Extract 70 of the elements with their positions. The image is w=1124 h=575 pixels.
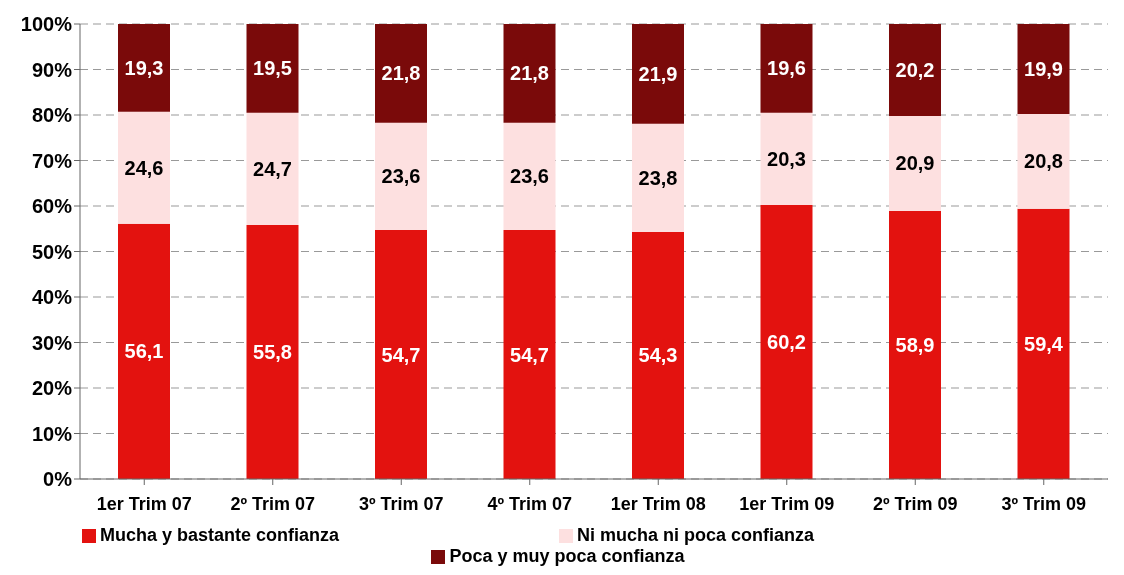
data-label: 23,8 <box>638 166 678 189</box>
data-label: 19,9 <box>1024 58 1063 81</box>
bar <box>118 223 170 479</box>
bar <box>246 112 299 226</box>
data-label: 23,6 <box>381 165 421 188</box>
data-label: 20,2 <box>895 58 935 81</box>
data-label: 58,9 <box>895 334 935 356</box>
bar <box>632 24 684 124</box>
data-label: 23,6 <box>510 165 549 188</box>
data-label: 21,9 <box>638 62 678 85</box>
y-tick-label: 50% <box>31 240 73 263</box>
bar <box>632 123 684 232</box>
bar <box>889 24 941 116</box>
data-label: 59,4 <box>1024 332 1064 355</box>
data-label: 54,3 <box>638 344 678 367</box>
bar <box>246 225 299 479</box>
bar <box>118 111 170 224</box>
data-label: 24,6 <box>124 156 164 179</box>
y-tick-label: 60% <box>31 195 73 218</box>
x-tick-label: 2º Trim 09 <box>872 493 958 514</box>
bar <box>760 205 813 479</box>
x-tick-label: 1er Trim 07 <box>96 493 192 514</box>
y-tick-label: 70% <box>31 149 73 172</box>
data-label: 54,7 <box>510 343 549 366</box>
x-tick-label: 3º Trim 09 <box>1001 493 1087 514</box>
bar <box>375 122 427 231</box>
y-tick-label: 20% <box>31 377 73 400</box>
legend-label: Poca y muy poca confianza <box>449 546 685 566</box>
bar <box>246 24 299 113</box>
bar <box>889 115 941 212</box>
bar <box>760 112 813 206</box>
y-tick-label: 40% <box>31 286 73 309</box>
x-tick-label: 3º Trim 07 <box>358 493 444 514</box>
y-tick-label: 0% <box>43 468 73 491</box>
x-tick-label: 1er Trim 08 <box>610 493 706 514</box>
y-tick-label: 90% <box>31 58 73 81</box>
bar <box>118 24 170 112</box>
bar <box>1017 208 1070 479</box>
legend-label: Mucha y bastante confianza <box>99 525 339 545</box>
x-tick-label: 2º Trim 07 <box>230 493 316 514</box>
bar <box>503 122 556 231</box>
bar <box>503 24 556 123</box>
data-label: 24,7 <box>253 157 292 180</box>
bar <box>1017 114 1070 209</box>
y-tick-label: 80% <box>31 104 73 127</box>
data-label: 19,3 <box>124 56 164 79</box>
bar <box>760 24 813 113</box>
data-label: 54,7 <box>381 343 421 366</box>
data-label: 21,8 <box>381 62 421 85</box>
bar <box>375 230 427 479</box>
legend-label: Ni mucha ni poca confianza <box>577 525 815 545</box>
data-label: 60,2 <box>767 331 806 354</box>
data-label: 20,3 <box>767 147 806 170</box>
y-tick-label: 30% <box>31 331 73 354</box>
bar <box>503 230 556 479</box>
data-label: 55,8 <box>253 341 292 364</box>
data-label: 19,6 <box>767 57 806 80</box>
bar <box>375 24 427 123</box>
x-tick-label: 4º Trim 07 <box>487 493 573 514</box>
data-label: 19,5 <box>253 57 292 80</box>
data-label: 21,8 <box>510 62 549 85</box>
y-tick-label: 10% <box>31 422 73 445</box>
bar <box>632 231 684 479</box>
y-tick-label: 100% <box>20 13 73 36</box>
x-tick-label: 1er Trim 09 <box>739 493 835 514</box>
data-label: 20,8 <box>1024 150 1063 173</box>
bar <box>889 211 941 479</box>
data-label: 20,9 <box>895 152 935 175</box>
bar <box>1017 24 1070 115</box>
data-label: 56,1 <box>124 340 164 363</box>
